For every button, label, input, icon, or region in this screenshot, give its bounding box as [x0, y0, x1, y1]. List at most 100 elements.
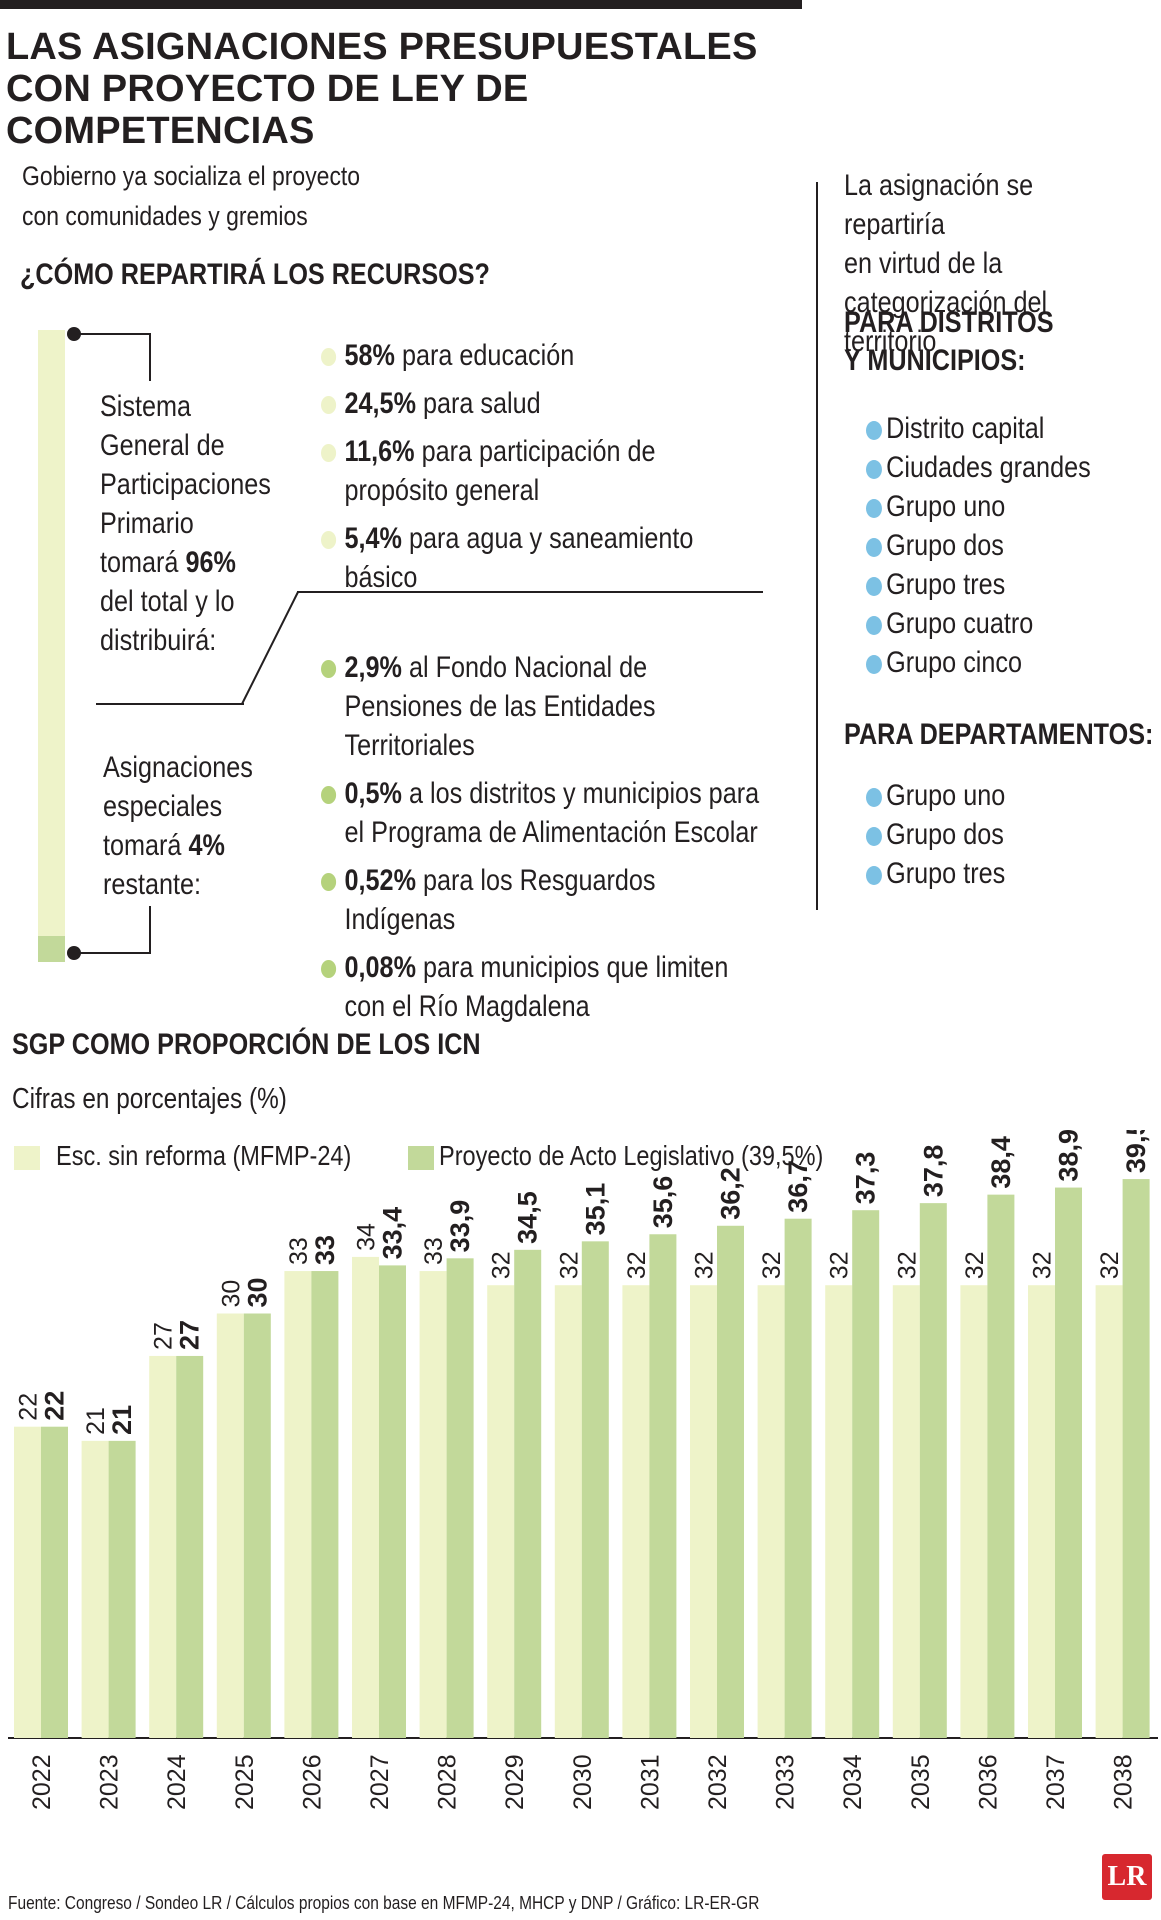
- data-label: 32: [488, 1251, 516, 1279]
- list-item: 58% para educación: [321, 336, 765, 375]
- bar-baseline: [757, 1285, 785, 1738]
- list-item: Grupo uno: [866, 487, 1091, 526]
- dept-list: Grupo uno Grupo dos Grupo tres: [866, 776, 1032, 893]
- bar-baseline: [216, 1313, 244, 1738]
- list-item: Grupo tres: [866, 854, 1005, 893]
- bracket-line-bottom: [74, 952, 150, 954]
- bar-baseline: [825, 1285, 853, 1738]
- bar-baseline: [284, 1271, 312, 1738]
- x-tick-label: 2032: [704, 1754, 732, 1810]
- bar-project: [987, 1194, 1015, 1738]
- bar-baseline: [352, 1256, 379, 1738]
- connector-line-right: [297, 591, 763, 593]
- muni-heading: PARA DISTRITOS Y MUNICIPIOS:: [844, 304, 1054, 380]
- page-title: LAS ASIGNACIONES PRESUPUESTALES CON PROY…: [6, 26, 826, 152]
- data-label: 30: [242, 1277, 272, 1307]
- data-label: 32: [1096, 1251, 1124, 1279]
- data-label: 36,7: [783, 1160, 813, 1213]
- bar-project: [919, 1203, 947, 1738]
- data-label: 22: [40, 1391, 70, 1421]
- list-item: 0,08% para municipios que limiten con el…: [321, 948, 765, 1026]
- subtitle-line-2: con comunidades y gremios: [22, 201, 308, 231]
- data-label: 32: [1029, 1251, 1057, 1279]
- column-divider: [816, 182, 818, 910]
- item-text: para salud: [415, 387, 541, 420]
- item-text: a los distritos y municipios para el Pro…: [344, 777, 760, 849]
- connector-diagonal: [241, 591, 299, 705]
- legend-swatch-project: [408, 1146, 434, 1170]
- bar-baseline: [419, 1271, 447, 1738]
- data-label: 37,8: [918, 1145, 948, 1198]
- bar-project: [446, 1258, 474, 1738]
- x-tick-label: 2027: [366, 1754, 394, 1810]
- item-text: para participación de propósito general: [344, 435, 656, 507]
- data-label: 27: [175, 1320, 205, 1350]
- top-rule: [0, 0, 802, 9]
- data-label: 32: [826, 1251, 854, 1279]
- special-label-l4: restante:: [103, 868, 202, 901]
- right-intro-l1: La asignación se repartiría: [844, 169, 1034, 241]
- item-pct: 11,6%: [344, 435, 415, 468]
- special-share-value: 4%: [188, 829, 225, 862]
- chart-subtitle: Cifras en porcentajes (%): [12, 1083, 287, 1115]
- data-label: 33,9: [445, 1200, 475, 1253]
- bracket-line-top-v: [149, 333, 151, 381]
- primary-label-l3: Participaciones: [100, 468, 271, 501]
- list-item: 5,4% para agua y saneamiento básico: [321, 519, 765, 597]
- list-item: Ciudades grandes: [866, 448, 1091, 487]
- right-intro-l3: categorización del territorio: [844, 286, 1048, 358]
- list-item: Grupo dos: [866, 815, 1005, 854]
- x-tick-label: 2038: [1110, 1754, 1138, 1810]
- bar-baseline: [487, 1285, 515, 1738]
- bar-project: [108, 1440, 136, 1738]
- data-label: 21: [82, 1407, 110, 1435]
- bar-project: [581, 1241, 609, 1738]
- chart-title: SGP COMO PROPORCIÓN DE LOS ICN: [12, 1028, 481, 1061]
- list-item: Distrito capital: [866, 409, 1091, 448]
- x-tick-label: 2023: [96, 1754, 124, 1810]
- list-item: Grupo dos: [866, 526, 1091, 565]
- list-item: Grupo tres: [866, 565, 1091, 604]
- data-label: 33,4: [378, 1207, 408, 1260]
- x-tick-label: 2034: [839, 1754, 867, 1810]
- lr-logo: LR: [1102, 1854, 1152, 1900]
- primary-items-list: 58% para educación 24,5% para salud 11,6…: [321, 336, 849, 606]
- item-pct: 0,5%: [344, 777, 402, 810]
- bar-baseline: [14, 1426, 41, 1738]
- list-item: 11,6% para participación de propósito ge…: [321, 432, 765, 510]
- primary-label-l7: distribuirá:: [100, 624, 217, 657]
- item-text: para agua y saneamiento básico: [344, 522, 694, 594]
- bar-baseline: [960, 1285, 988, 1738]
- bar-baseline: [690, 1285, 717, 1738]
- bar-project: [1055, 1187, 1082, 1738]
- bar-baseline: [1095, 1285, 1123, 1738]
- bar-baseline: [554, 1285, 582, 1738]
- right-intro: La asignación se repartiría en virtud de…: [844, 166, 1121, 361]
- special-label-l3: tomará 4%: [103, 826, 253, 865]
- special-label: Asignaciones especiales tomará 4% restan…: [103, 748, 253, 904]
- item-text: para los Resguardos Indígenas: [344, 864, 656, 936]
- x-tick-label: 2028: [434, 1754, 462, 1810]
- title-line-1: LAS ASIGNACIONES PRESUPUESTALES: [6, 26, 758, 68]
- list-item: Grupo uno: [866, 776, 1005, 815]
- item-text: para municipios que limiten con el Río M…: [344, 951, 729, 1023]
- bar-project: [1122, 1179, 1150, 1738]
- share-bar-primary: [38, 330, 65, 936]
- data-label: 39,5: [1121, 1130, 1151, 1173]
- source-note: Fuente: Congreso / Sondeo LR / Cálculos …: [8, 1893, 760, 1913]
- bar-project: [176, 1355, 204, 1738]
- right-intro-l2: en virtud de la: [844, 247, 1003, 280]
- primary-label-l6: del total y lo: [100, 585, 235, 618]
- bar-project: [311, 1271, 339, 1738]
- x-tick-label: 2035: [907, 1754, 935, 1810]
- bar-project: [41, 1426, 68, 1738]
- item-pct: 24,5%: [344, 387, 416, 420]
- bar-project: [717, 1225, 744, 1738]
- bar-project: [514, 1249, 542, 1738]
- legend-swatch-baseline: [14, 1146, 40, 1170]
- bar-baseline: [149, 1355, 177, 1738]
- x-tick-label: 2024: [163, 1754, 191, 1810]
- primary-share-value: 96%: [185, 546, 236, 579]
- bar-project: [379, 1265, 406, 1738]
- bar-project: [784, 1218, 812, 1738]
